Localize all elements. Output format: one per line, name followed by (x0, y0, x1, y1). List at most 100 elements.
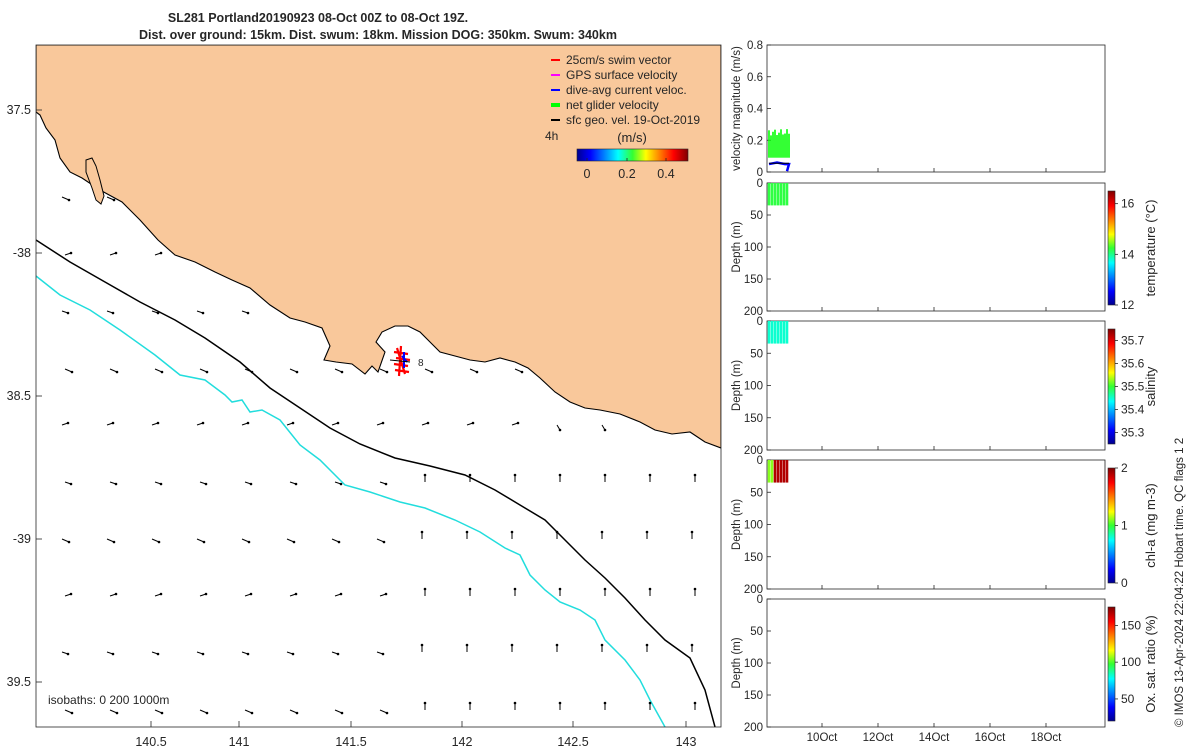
profile-data (767, 321, 789, 344)
current-vector-head (339, 592, 343, 596)
current-vector-head (337, 540, 341, 544)
panel-y-tick-label: 100 (744, 242, 763, 254)
current-vector-head (510, 530, 514, 534)
legend-colorbar-tick-label: 0.4 (657, 167, 674, 181)
panel-frame (766, 598, 1106, 728)
panel-y-tick-label: 0.6 (747, 72, 763, 84)
panel-colorbar-tick-label: 1 (1121, 519, 1128, 533)
time-tick-label: 14Oct (919, 732, 950, 744)
panel-1: 0 0.2 0.4 0.6 0.8 velocity magnitude (m/s) (731, 40, 1106, 179)
current-vector-head (294, 482, 298, 486)
current-vector-head (159, 251, 163, 255)
current-vector-head (295, 370, 299, 374)
current-vector-head (693, 587, 697, 591)
current-vector-head (67, 540, 71, 544)
current-vector-head (249, 592, 253, 596)
legend-item-label: net glider velocity (566, 98, 659, 112)
panel-y-label: Depth (m) (731, 637, 743, 688)
current-vector-head (645, 643, 649, 647)
map-x-tick-label: 141 (229, 735, 250, 749)
panel-y-tick-label: 0 (757, 594, 763, 606)
legend-colorbar-ticks: 0 0.2 0.4 (584, 158, 675, 181)
panel-colorbar (1107, 190, 1116, 306)
current-vector-field (61, 196, 697, 715)
panel-colorbar-label: temperature (°C) (1143, 200, 1158, 297)
sfc-geo-vector-near-glider (389, 359, 411, 363)
panel-y-tick-label: 50 (750, 487, 763, 499)
panel-y-tick-label: 200 (744, 584, 763, 596)
current-vector-head (115, 711, 119, 715)
legend-colorbar-label: (m/s) (617, 130, 647, 145)
isobath-label: isobaths: 0 200 1000m (48, 693, 169, 707)
panel-colorbar-tick-label: 14 (1121, 247, 1135, 261)
legend-interval: 4h (545, 129, 558, 143)
current-vector-head (468, 587, 472, 591)
current-vector-head (111, 652, 115, 656)
current-vector-head (201, 652, 205, 656)
current-vector-head (336, 421, 340, 425)
current-vector-head (603, 473, 607, 477)
current-vector-head (246, 421, 250, 425)
glider-track: 8 (389, 345, 424, 377)
current-vector-head (510, 643, 514, 647)
current-vector-head (69, 592, 73, 596)
panel-y-tick-label: 50 (750, 348, 763, 360)
current-vector-head (156, 421, 160, 425)
panel-y-tick-label: 0 (757, 178, 763, 190)
panel-y-tick-label: 150 (744, 274, 763, 286)
panel-colorbar-label: chl-a (mg m-3) (1143, 483, 1158, 568)
map-x-tick-label: 141.5 (335, 735, 366, 749)
time-tick-label: 18Oct (1031, 732, 1062, 744)
island (85, 157, 105, 205)
current-vector-head (69, 482, 73, 486)
panel-y-tick-label: 150 (744, 413, 763, 425)
current-vector-head (513, 587, 517, 591)
map-frame (35, 44, 722, 728)
panel-colorbar-tick-label: 0 (1121, 576, 1128, 590)
current-vector-head (114, 592, 118, 596)
current-vector-head (111, 311, 115, 315)
panel-y-tick-label: 0.2 (747, 135, 763, 147)
current-vector-head (558, 428, 562, 432)
panel-y-tick-label: 200 (744, 306, 763, 318)
map-panel: 8 140.5 141 141.5 142 142.5 143 37.5 -38 38.5 -3… (7, 44, 722, 749)
panel-y-tick-label: 200 (744, 445, 763, 457)
map-y-tick-label: 38.5 (7, 389, 31, 403)
current-vector-head (295, 711, 299, 715)
profile-data (767, 183, 789, 206)
isobath-1000 (36, 275, 666, 727)
panel-colorbar-tick-label: 35.4 (1121, 403, 1145, 417)
current-vector-head (430, 370, 434, 374)
current-vector-head (339, 482, 343, 486)
panel-frame (766, 182, 1106, 312)
current-vector-head (423, 473, 427, 477)
current-vector-head (336, 652, 340, 656)
current-vector-head (205, 370, 209, 374)
current-vector-head (558, 587, 562, 591)
map-y-tick-label: 37.5 (7, 103, 31, 117)
panel-colorbar-tick-label: 100 (1121, 655, 1141, 669)
panel-colorbar-tick-label: 35.3 (1121, 426, 1145, 440)
current-vector-head (420, 643, 424, 647)
current-vector-head (160, 711, 164, 715)
current-vector-head (513, 701, 517, 705)
current-vector-head (558, 701, 562, 705)
panel-y-tick-label: 200 (744, 722, 763, 734)
current-vector-head (247, 540, 251, 544)
current-vector-head (555, 643, 559, 647)
current-vector-head (246, 311, 250, 315)
current-vector-head (250, 711, 254, 715)
panel-colorbar-tick-label: 35.5 (1121, 380, 1145, 394)
current-vector-head (70, 370, 74, 374)
panel-y-label: velocity magnitude (m/s) (731, 46, 743, 171)
current-vector-head (465, 530, 469, 534)
panel-y-label: Depth (m) (731, 499, 743, 550)
panel-y-tick-label: 0 (757, 167, 763, 179)
current-vector-head (426, 421, 430, 425)
current-vector-head (648, 473, 652, 477)
current-vector-head (603, 701, 607, 705)
current-vector-head (340, 370, 344, 374)
current-vector-head (160, 370, 164, 374)
dive-avg-current-marks (401, 352, 408, 368)
